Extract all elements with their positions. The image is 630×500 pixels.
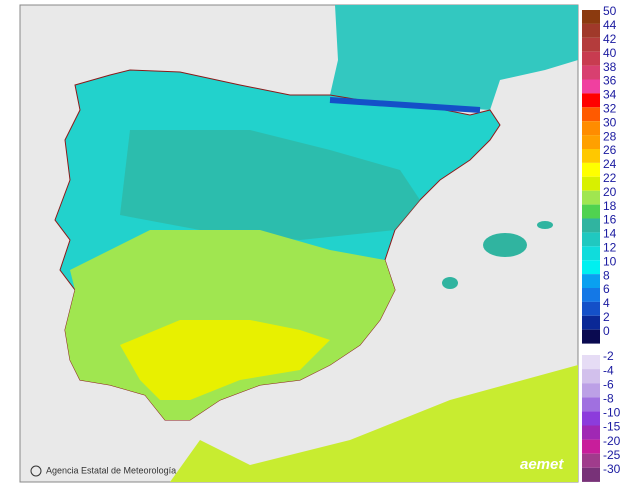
guadalquivir <box>120 320 330 400</box>
legend-label: -2 <box>603 349 614 363</box>
legend-label: -30 <box>603 462 621 476</box>
menorca <box>537 221 553 229</box>
legend-swatch <box>582 329 600 344</box>
legend-swatch <box>582 369 600 384</box>
legend-label: 10 <box>603 254 617 268</box>
legend-label: 40 <box>603 46 617 60</box>
legend-swatch <box>582 93 600 108</box>
legend-label: 16 <box>603 213 617 227</box>
legend-swatch <box>582 383 600 398</box>
legend-label: 30 <box>603 115 617 129</box>
legend-label: 36 <box>603 74 617 88</box>
legend-swatch <box>582 274 600 288</box>
legend-swatch <box>582 37 600 52</box>
ibiza <box>442 277 458 289</box>
legend-swatch <box>582 315 600 330</box>
legend-swatch <box>582 176 600 191</box>
legend-swatch <box>582 135 600 149</box>
legend-swatch <box>582 288 600 302</box>
legend: 5044424038363432302826242220181614121086… <box>582 4 621 482</box>
legend-swatch <box>582 107 600 122</box>
legend-label: 0 <box>603 324 610 338</box>
legend-swatch <box>582 162 600 177</box>
legend-label: 4 <box>603 296 610 310</box>
copyright-icon <box>30 465 42 477</box>
legend-label: 12 <box>603 240 617 254</box>
legend-swatch <box>582 121 600 136</box>
credit: Agencia Estatal de Meteorología <box>46 465 176 475</box>
legend-swatch <box>582 425 600 440</box>
legend-label: -10 <box>603 406 621 420</box>
legend-label: -15 <box>603 420 621 434</box>
legend-label: -8 <box>603 391 614 405</box>
legend-label: 42 <box>603 32 617 46</box>
legend-swatch <box>582 260 600 275</box>
legend-label: 6 <box>603 282 610 296</box>
legend-label: 38 <box>603 60 617 74</box>
legend-swatch <box>582 204 600 219</box>
france <box>330 5 578 110</box>
legend-swatch <box>582 453 600 468</box>
legend-label: 34 <box>603 88 617 102</box>
legend-swatch <box>582 232 600 247</box>
legend-label: 8 <box>603 268 610 282</box>
legend-label: 24 <box>603 157 617 171</box>
central-region <box>120 130 420 240</box>
legend-label: 50 <box>603 4 617 18</box>
pyrenees <box>329 97 481 113</box>
legend-label: 26 <box>603 143 617 157</box>
mallorca <box>483 233 527 257</box>
legend-label: -4 <box>603 363 614 377</box>
legend-label: 44 <box>603 18 617 32</box>
legend-swatch <box>582 246 600 261</box>
legend-swatch <box>582 439 600 454</box>
legend-label: -6 <box>603 377 614 391</box>
legend-swatch <box>582 397 600 412</box>
legend-label: 14 <box>603 227 617 241</box>
legend-swatch <box>582 51 600 66</box>
legend-swatch <box>582 23 600 38</box>
legend-label: -25 <box>603 448 621 462</box>
legend-swatch <box>582 149 600 163</box>
africa <box>170 365 578 482</box>
logo: aemet <box>520 456 564 473</box>
legend-label: 18 <box>603 199 617 213</box>
legend-swatch <box>582 301 600 316</box>
legend-label: 28 <box>603 129 617 143</box>
legend-swatch <box>582 218 600 233</box>
legend-swatch <box>582 65 600 80</box>
legend-swatch <box>582 79 600 94</box>
legend-label: -20 <box>603 434 621 448</box>
legend-swatch <box>582 467 600 482</box>
legend-swatch <box>582 411 600 426</box>
legend-label: 22 <box>603 171 617 185</box>
legend-swatch <box>582 10 600 24</box>
legend-label: 20 <box>603 185 617 199</box>
legend-label: 32 <box>603 101 617 115</box>
legend-label: 2 <box>603 310 610 324</box>
legend-swatch <box>582 190 600 205</box>
legend-swatch <box>582 355 600 370</box>
